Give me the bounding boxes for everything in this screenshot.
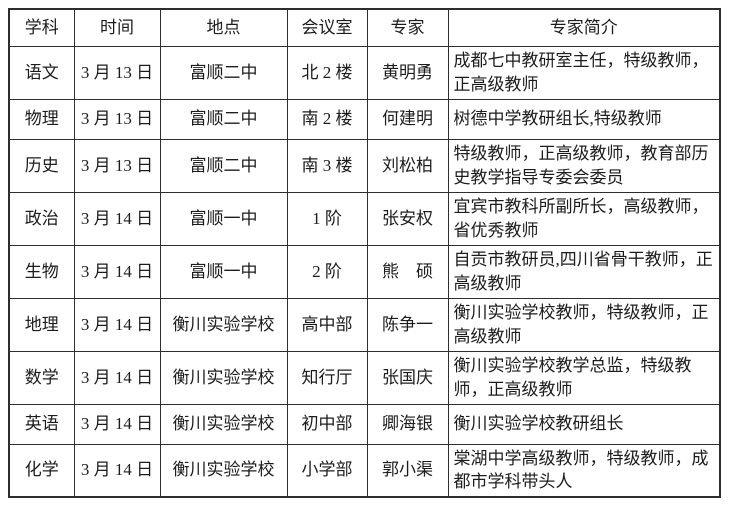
cell-place: 富顺一中 xyxy=(159,191,288,246)
cell-subject: 地理 xyxy=(8,297,75,352)
cell-place: 富顺一中 xyxy=(159,244,288,299)
cell-subject: 物理 xyxy=(8,98,75,140)
cell-expert: 张国庆 xyxy=(366,350,449,405)
table-row: 语文 3 月 13 日 富顺二中 北 2 楼 黄明勇 成都七中教研室主任，特级教… xyxy=(8,45,721,100)
cell-expert: 刘松柏 xyxy=(366,138,449,193)
cell-bio: 衡川实验学校教研组长 xyxy=(447,403,721,445)
cell-time: 3 月 13 日 xyxy=(73,98,161,140)
cell-bio: 自贡市教研员,四川省骨干教师，正高级教师 xyxy=(447,244,721,299)
table-row: 英语 3 月 14 日 衡川实验学校 初中部 卿海银 衡川实验学校教研组长 xyxy=(8,403,721,445)
cell-room: 北 2 楼 xyxy=(286,45,368,100)
cell-bio: 宜宾市教科所副所长，高级教师，省优秀教师 xyxy=(447,191,721,246)
table-row: 政治 3 月 14 日 富顺一中 1 阶 张安权 宜宾市教科所副所长，高级教师，… xyxy=(8,191,721,246)
cell-bio: 成都七中教研室主任，特级教师，正高级教师 xyxy=(447,45,721,100)
cell-time: 3 月 13 日 xyxy=(73,45,161,100)
cell-expert: 郭小渠 xyxy=(366,443,449,498)
cell-bio: 树德中学教研组长,特级教师 xyxy=(447,98,721,140)
cell-time: 3 月 14 日 xyxy=(73,350,161,405)
cell-time: 3 月 14 日 xyxy=(73,244,161,299)
cell-expert: 熊 硕 xyxy=(366,244,449,299)
cell-expert: 陈争一 xyxy=(366,297,449,352)
cell-subject: 数学 xyxy=(8,350,75,405)
cell-time: 3 月 14 日 xyxy=(73,443,161,498)
cell-place: 衡川实验学校 xyxy=(159,297,288,352)
column-header-bio: 专家简介 xyxy=(447,8,721,47)
table-row: 生物 3 月 14 日 富顺一中 2 阶 熊 硕 自贡市教研员,四川省骨干教师，… xyxy=(8,244,721,299)
cell-room: 小学部 xyxy=(286,443,368,498)
column-header-time: 时间 xyxy=(73,8,161,47)
table-header-row: 学科 时间 地点 会议室 专家 专家简介 xyxy=(8,8,721,47)
cell-subject: 语文 xyxy=(8,45,75,100)
cell-place: 富顺二中 xyxy=(159,138,288,193)
cell-time: 3 月 13 日 xyxy=(73,138,161,193)
cell-bio: 特级教师，正高级教师，教育部历史教学指导专委会委员 xyxy=(447,138,721,193)
cell-room: 知行厅 xyxy=(286,350,368,405)
table-row: 历史 3 月 13 日 富顺二中 南 3 楼 刘松柏 特级教师，正高级教师，教育… xyxy=(8,138,721,193)
cell-place: 富顺二中 xyxy=(159,98,288,140)
column-header-room: 会议室 xyxy=(286,8,368,47)
cell-place: 衡川实验学校 xyxy=(159,443,288,498)
cell-expert: 卿海银 xyxy=(366,403,449,445)
table-row: 化学 3 月 14 日 衡川实验学校 小学部 郭小渠 棠湖中学高级教师，特级教师… xyxy=(8,443,721,498)
cell-time: 3 月 14 日 xyxy=(73,191,161,246)
cell-bio: 棠湖中学高级教师，特级教师，成都市学科带头人 xyxy=(447,443,721,498)
column-header-place: 地点 xyxy=(159,8,288,47)
table-row: 物理 3 月 13 日 富顺二中 南 2 楼 何建明 树德中学教研组长,特级教师 xyxy=(8,98,721,140)
cell-room: 南 2 楼 xyxy=(286,98,368,140)
cell-room: 初中部 xyxy=(286,403,368,445)
cell-bio: 衡川实验学校教学总监，特级教师，正高级教师 xyxy=(447,350,721,405)
cell-subject: 英语 xyxy=(8,403,75,445)
table-row: 地理 3 月 14 日 衡川实验学校 高中部 陈争一 衡川实验学校教师，特级教师… xyxy=(8,297,721,352)
column-header-subject: 学科 xyxy=(8,8,75,47)
cell-room: 南 3 楼 xyxy=(286,138,368,193)
cell-time: 3 月 14 日 xyxy=(73,297,161,352)
cell-room: 1 阶 xyxy=(286,191,368,246)
cell-subject: 政治 xyxy=(8,191,75,246)
cell-subject: 化学 xyxy=(8,443,75,498)
cell-room: 高中部 xyxy=(286,297,368,352)
cell-room: 2 阶 xyxy=(286,244,368,299)
cell-place: 衡川实验学校 xyxy=(159,403,288,445)
cell-expert: 黄明勇 xyxy=(366,45,449,100)
table-row: 数学 3 月 14 日 衡川实验学校 知行厅 张国庆 衡川实验学校教学总监，特级… xyxy=(8,350,721,405)
column-header-expert: 专家 xyxy=(366,8,449,47)
cell-subject: 生物 xyxy=(8,244,75,299)
cell-expert: 何建明 xyxy=(366,98,449,140)
cell-time: 3 月 14 日 xyxy=(73,403,161,445)
cell-place: 衡川实验学校 xyxy=(159,350,288,405)
cell-place: 富顺二中 xyxy=(159,45,288,100)
expert-schedule-table: 学科 时间 地点 会议室 专家 专家简介 语文 3 月 13 日 富顺二中 北 … xyxy=(8,8,721,499)
cell-expert: 张安权 xyxy=(366,191,449,246)
cell-subject: 历史 xyxy=(8,138,75,193)
cell-bio: 衡川实验学校教师，特级教师，正高级教师 xyxy=(447,297,721,352)
